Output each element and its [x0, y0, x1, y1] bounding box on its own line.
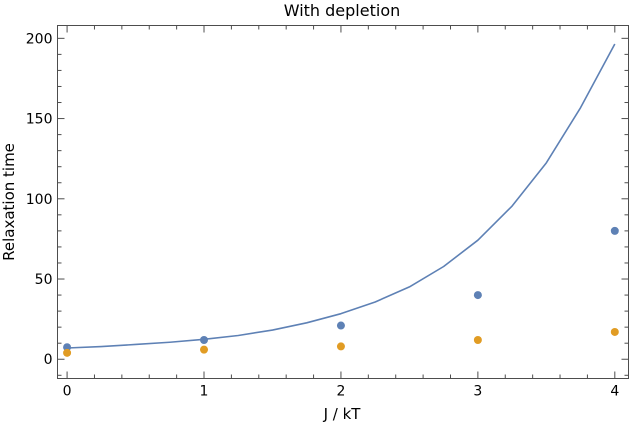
- x-tick-label: 2: [336, 384, 345, 400]
- y-tick-label: 50: [35, 272, 53, 288]
- chart-title: With depletion: [284, 1, 401, 20]
- x-tick-label: 0: [63, 384, 72, 400]
- data-point: [336, 321, 345, 330]
- y-tick-label: 150: [26, 112, 53, 128]
- x-tick-label: 3: [473, 384, 482, 400]
- x-tick-label: 1: [200, 384, 209, 400]
- y-tick-label: 200: [26, 31, 53, 47]
- curve-line: [67, 43, 616, 349]
- axis-tick-labels: 0 1 2 3 4 0 50 100 150 200: [26, 31, 620, 399]
- data-point: [336, 342, 345, 351]
- y-tick-label: 0: [44, 352, 53, 368]
- data-series: [63, 43, 619, 357]
- data-point: [610, 226, 619, 235]
- data-point: [63, 348, 72, 357]
- x-axis-label: J / kT: [323, 405, 362, 423]
- data-point: [473, 291, 482, 300]
- y-axis-label: Relaxation time: [0, 143, 18, 261]
- data-point: [200, 345, 209, 354]
- data-point: [473, 335, 482, 344]
- axis-ticks: [57, 25, 629, 379]
- y-tick-label: 100: [26, 192, 53, 208]
- x-tick-label: 4: [610, 384, 619, 400]
- data-point: [610, 327, 619, 336]
- plot-frame: [57, 25, 629, 379]
